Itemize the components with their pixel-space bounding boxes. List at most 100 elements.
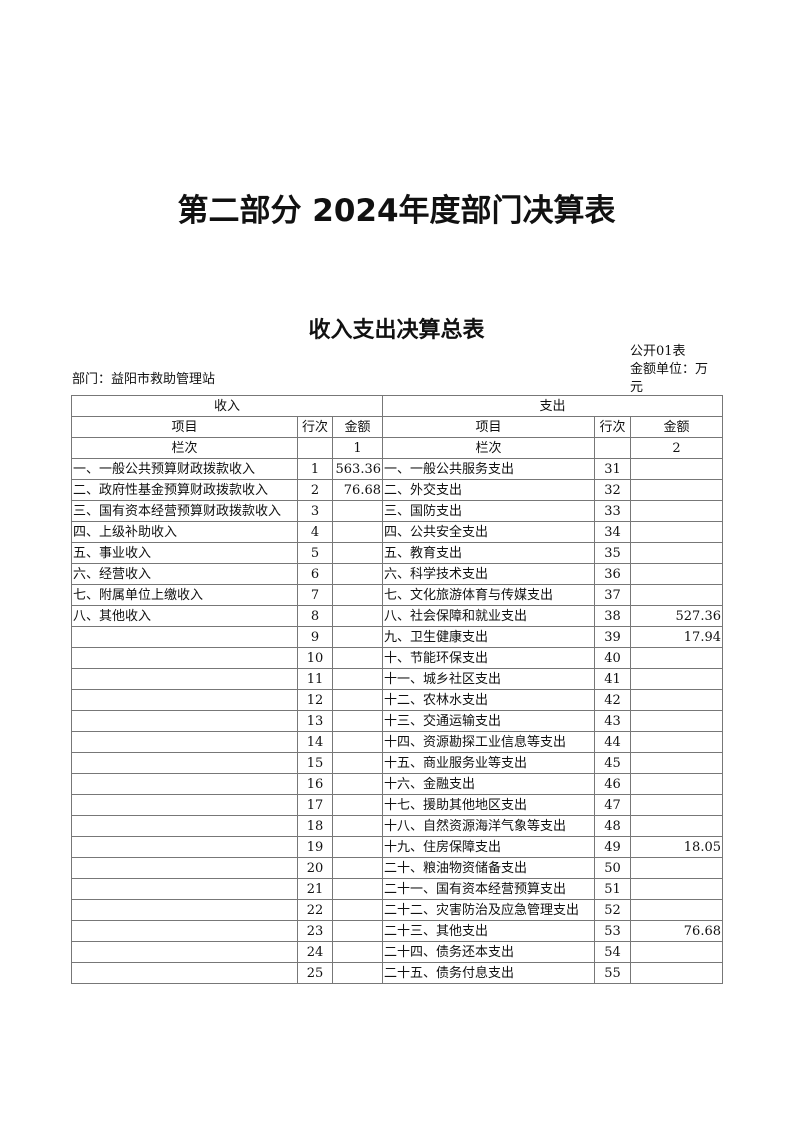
expense-item: 二十四、债务还本支出 (382, 941, 595, 963)
table-row: 17 十七、援助其他地区支出 47 (71, 794, 723, 816)
income-item: 五、事业收入 (71, 542, 298, 564)
income-amount: 76.68 (332, 479, 383, 501)
expense-item: 十五、商业服务业等支出 (382, 752, 595, 774)
expense-line-no: 40 (594, 647, 631, 669)
income-amount (332, 584, 383, 606)
income-line-no: 6 (297, 563, 333, 585)
income-amount (332, 752, 383, 774)
expense-item: 二十五、债务付息支出 (382, 962, 595, 984)
expense-amount (630, 752, 723, 774)
income-amount (332, 899, 383, 921)
expense-item: 十四、资源勘探工业信息等支出 (382, 731, 595, 753)
income-item (71, 626, 298, 648)
department-label: 部门：益阳市救助管理站 (72, 372, 216, 387)
table-row: 9 九、卫生健康支出 39 17.94 (71, 626, 723, 648)
table-row: 二、政府性基金预算财政拨款收入 2 76.68 二、外交支出 32 (71, 479, 723, 501)
income-column-number: 1 (332, 437, 383, 459)
expense-amount (630, 689, 723, 711)
expense-line-no: 36 (594, 563, 631, 585)
expense-item: 十二、农林水支出 (382, 689, 595, 711)
income-amount (332, 794, 383, 816)
table-row: 25 二十五、债务付息支出 55 (71, 962, 723, 984)
table-row: 20 二十、粮油物资储备支出 50 (71, 857, 723, 879)
expense-item-header: 项目 (382, 416, 595, 438)
income-line-no: 18 (297, 815, 333, 837)
expense-amount (630, 878, 723, 900)
income-amount (332, 647, 383, 669)
income-amount (332, 626, 383, 648)
expense-item: 九、卫生健康支出 (382, 626, 595, 648)
expense-item: 五、教育支出 (382, 542, 595, 564)
income-line-no: 20 (297, 857, 333, 879)
income-line-no: 3 (297, 500, 333, 522)
table-row: 11 十一、城乡社区支出 41 (71, 668, 723, 690)
table-row: 13 十三、交通运输支出 43 (71, 710, 723, 732)
income-amount (332, 878, 383, 900)
table-row: 七、附属单位上缴收入 7 七、文化旅游体育与传媒支出 37 (71, 584, 723, 606)
income-item (71, 794, 298, 816)
expense-item: 三、国防支出 (382, 500, 595, 522)
income-line-no: 21 (297, 878, 333, 900)
expense-amount: 17.94 (630, 626, 723, 648)
income-line-no: 9 (297, 626, 333, 648)
expense-line-no: 53 (594, 920, 631, 942)
expense-item: 十、节能环保支出 (382, 647, 595, 669)
expense-line-no: 47 (594, 794, 631, 816)
income-item (71, 878, 298, 900)
table-code: 公开01表 (630, 344, 686, 359)
income-amount (332, 542, 383, 564)
expense-item: 十六、金融支出 (382, 773, 595, 795)
income-expense-table: 收入 支出 项目 行次 金额 项目 行次 金额 栏次 1 栏次 2 一、一般公共… (71, 395, 723, 984)
table-meta: 公开01表 金额单位：万元 (630, 343, 720, 397)
income-line-no: 5 (297, 542, 333, 564)
income-item: 七、附属单位上缴收入 (71, 584, 298, 606)
income-item (71, 668, 298, 690)
table-row: 21 二十一、国有资本经营预算支出 51 (71, 878, 723, 900)
income-line-no: 2 (297, 479, 333, 501)
expense-item: 二十二、灾害防治及应急管理支出 (382, 899, 595, 921)
table-row: 23 二十三、其他支出 53 76.68 (71, 920, 723, 942)
income-amount (332, 920, 383, 942)
expense-line-no: 32 (594, 479, 631, 501)
expense-amount (630, 773, 723, 795)
table-row: 12 十二、农林水支出 42 (71, 689, 723, 711)
income-amount (332, 836, 383, 858)
income-item: 八、其他收入 (71, 605, 298, 627)
expense-line-no: 38 (594, 605, 631, 627)
header-row-columns: 项目 行次 金额 项目 行次 金额 (71, 416, 723, 438)
expense-item: 十一、城乡社区支出 (382, 668, 595, 690)
expense-line-no: 54 (594, 941, 631, 963)
expense-amount: 527.36 (630, 605, 723, 627)
table-row: 五、事业收入 5 五、教育支出 35 (71, 542, 723, 564)
table-row: 六、经营收入 6 六、科学技术支出 36 (71, 563, 723, 585)
expense-amount (630, 731, 723, 753)
page-title: 第二部分 2024年度部门决算表 (177, 193, 616, 229)
income-amount (332, 857, 383, 879)
income-amount (332, 815, 383, 837)
table-row: 15 十五、商业服务业等支出 45 (71, 752, 723, 774)
expense-column-number: 2 (630, 437, 723, 459)
income-line-no: 11 (297, 668, 333, 690)
income-amount (332, 941, 383, 963)
expense-item: 八、社会保障和就业支出 (382, 605, 595, 627)
expense-item: 一、一般公共服务支出 (382, 458, 595, 480)
expense-amount (630, 521, 723, 543)
expense-amount (630, 668, 723, 690)
expense-amount (630, 458, 723, 480)
income-item (71, 647, 298, 669)
expense-item: 二十三、其他支出 (382, 920, 595, 942)
expense-line-no: 39 (594, 626, 631, 648)
income-line-no: 14 (297, 731, 333, 753)
income-item: 四、上级补助收入 (71, 521, 298, 543)
income-line-no: 8 (297, 605, 333, 627)
expense-amount: 76.68 (630, 920, 723, 942)
expense-line-no: 35 (594, 542, 631, 564)
income-amount (332, 962, 383, 984)
table-row: 三、国有资本经营预算财政拨款收入 3 三、国防支出 33 (71, 500, 723, 522)
income-item (71, 752, 298, 774)
expense-line-no: 46 (594, 773, 631, 795)
income-amount (332, 773, 383, 795)
expense-line-no: 45 (594, 752, 631, 774)
income-item (71, 773, 298, 795)
table-row: 一、一般公共预算财政拨款收入 1 563.36 一、一般公共服务支出 31 (71, 458, 723, 480)
